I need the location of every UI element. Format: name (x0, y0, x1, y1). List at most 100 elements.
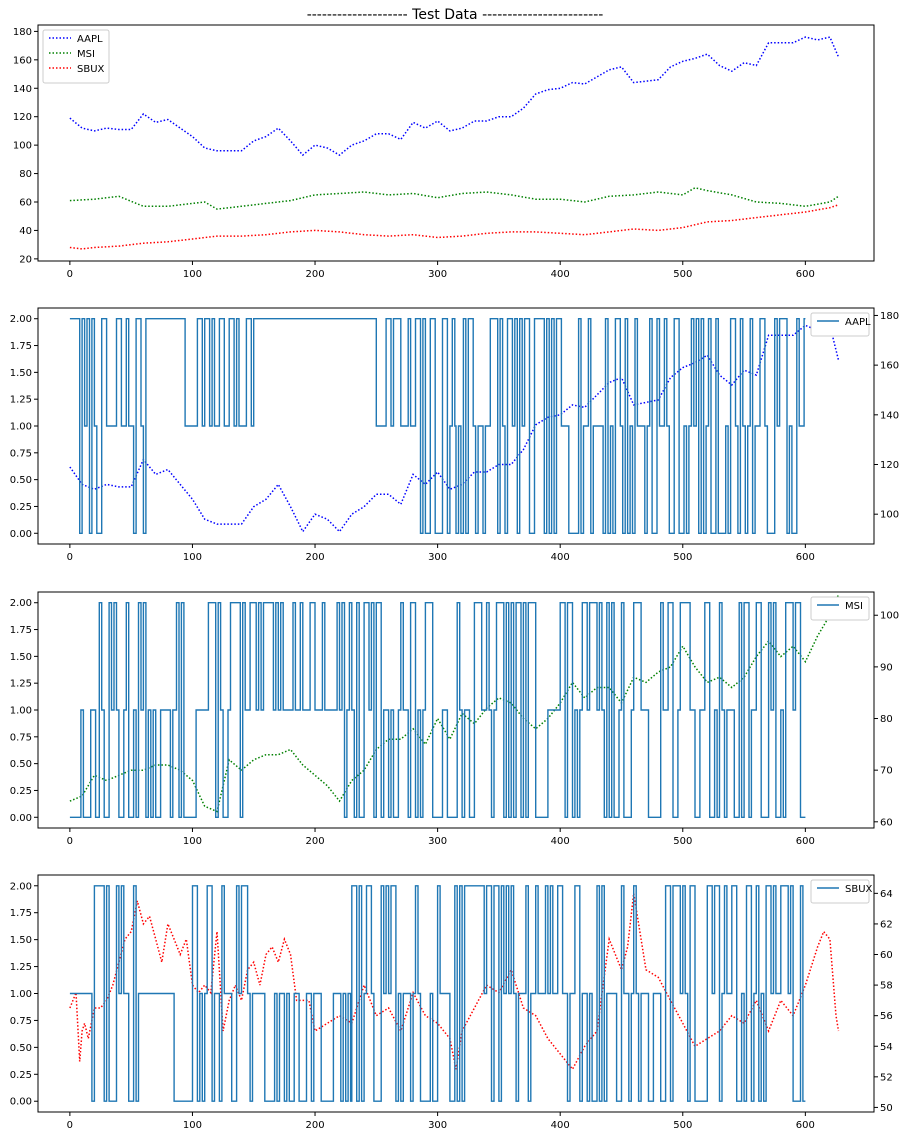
series-line-step-3-2 (69, 602, 806, 818)
y2-tick-label: 80 (880, 714, 893, 725)
y-tick-label: 0.25 (10, 786, 32, 797)
x-tick-label: 200 (305, 836, 324, 847)
y-tick-label: 2.00 (10, 598, 32, 609)
y-tick-label: 120 (13, 112, 32, 123)
y-tick-label: 2.00 (10, 881, 32, 892)
x-tick-label: 500 (673, 269, 692, 280)
series-line-MSI-1-1 (69, 187, 839, 210)
y2-tick-label: 90 (880, 662, 893, 673)
y-tick-label: 0.00 (10, 1097, 32, 1108)
x-tick-label: 300 (428, 552, 447, 563)
x-tick-label: 600 (796, 269, 815, 280)
legend-label-MSI: MSI (77, 49, 95, 60)
y-tick-label: 0.75 (10, 732, 32, 743)
y-tick-label: 1.75 (10, 625, 32, 636)
chart-panel-2: 0 100 200 300 400 500 600 0.00 0.25 0.50 0.75 1.00 1… (10, 307, 899, 563)
y-tick-label: 0.50 (10, 475, 32, 486)
y-tick-label: 1.75 (10, 341, 32, 352)
legend-box (42, 29, 110, 84)
legend-label-MSI: MSI (845, 601, 863, 612)
x-tick-label: 600 (796, 1120, 815, 1131)
y-tick-label: 1.00 (10, 989, 32, 1000)
y2-tick-label: 120 (880, 460, 899, 471)
y2-tick-label: 56 (880, 1011, 893, 1022)
y-tick-label: 0.50 (10, 759, 32, 770)
y-tick-label: 1.50 (10, 935, 32, 946)
y2-tick-label: 60 (880, 950, 893, 961)
y2-tick-label: 140 (880, 410, 899, 421)
y2-tick-label: 52 (880, 1072, 893, 1083)
y-tick-label: 1.25 (10, 962, 32, 973)
x-tick-label: 600 (796, 836, 815, 847)
y2-tick-label: 64 (880, 889, 893, 900)
legend-label-SBUX: SBUX (845, 884, 873, 895)
y2-tick-label: 160 (880, 361, 899, 372)
y-tick-label: 2.00 (10, 314, 32, 325)
y-tick-label: 100 (13, 141, 32, 152)
legend-label-AAPL: AAPL (845, 317, 871, 328)
x-tick-label: 300 (428, 836, 447, 847)
x-tick-label: 500 (673, 836, 692, 847)
y-tick-label: 0.00 (10, 529, 32, 540)
y-tick-label: 80 (19, 169, 32, 180)
x-tick-label: 200 (305, 552, 324, 563)
y2-tick-label: 60 (880, 817, 893, 828)
y-tick-label: 1.00 (10, 422, 32, 433)
y2-tick-label: 180 (880, 311, 899, 322)
x-tick-label: 100 (183, 552, 202, 563)
chart-panel-4: 0 100 200 300 400 500 600 0.00 0.25 0.50 0.75 1.00 1… (10, 874, 893, 1131)
series-line-AAPL-1-0 (69, 36, 840, 157)
series-line-dotted-2-1 (69, 324, 840, 534)
x-tick-label: 500 (673, 1120, 692, 1131)
x-tick-label: 400 (551, 269, 570, 280)
y-tick-label: 0.25 (10, 502, 32, 513)
legend-box (810, 312, 870, 337)
legend-label-AAPL: AAPL (77, 34, 103, 45)
y-tick-label: 0.50 (10, 1043, 32, 1054)
y2-tick-label: 50 (880, 1103, 893, 1114)
y-tick-label: 20 (19, 254, 32, 265)
y2-tick-label: 54 (880, 1042, 893, 1053)
y-tick-label: 140 (13, 84, 32, 95)
axes-frame (37, 24, 875, 262)
series-line-SBUX-1-2 (69, 204, 839, 250)
x-tick-label: 600 (796, 552, 815, 563)
chart-panel-1: 0 100 200 300 400 500 600 20 40 60 80 100 120 140 160 1… (13, 24, 875, 280)
legend-box (810, 879, 870, 904)
x-tick-label: 100 (183, 1120, 202, 1131)
x-tick-label: 300 (428, 1120, 447, 1131)
y2-tick-label: 70 (880, 766, 893, 777)
y-tick-label: 0.25 (10, 1070, 32, 1081)
legend-box (810, 596, 870, 621)
series-line-step-2-2 (69, 318, 806, 534)
x-tick-label: 400 (551, 552, 570, 563)
x-tick-label: 0 (67, 552, 73, 563)
x-tick-label: 500 (673, 552, 692, 563)
y-tick-label: 40 (19, 226, 32, 237)
y-tick-label: 1.25 (10, 679, 32, 690)
y-tick-label: 1.50 (10, 652, 32, 663)
x-tick-label: 200 (305, 1120, 324, 1131)
y-tick-label: 0.75 (10, 1016, 32, 1027)
y-tick-label: 1.75 (10, 908, 32, 919)
y-tick-label: 60 (19, 198, 32, 209)
y-tick-label: 1.00 (10, 706, 32, 717)
series-line-step-4-2 (69, 885, 806, 1102)
series-line-dotted-3-1 (69, 594, 840, 813)
x-tick-label: 400 (551, 1120, 570, 1131)
x-tick-label: 400 (551, 836, 570, 847)
x-tick-label: 300 (428, 269, 447, 280)
y-tick-label: 160 (13, 55, 32, 66)
x-tick-label: 100 (183, 269, 202, 280)
y-tick-label: 0.00 (10, 813, 32, 824)
x-tick-label: 0 (67, 1120, 73, 1131)
y2-tick-label: 58 (880, 981, 893, 992)
y-tick-label: 180 (13, 27, 32, 38)
x-tick-label: 0 (67, 269, 73, 280)
x-tick-label: 200 (305, 269, 324, 280)
y2-tick-label: 62 (880, 919, 893, 930)
y-tick-label: 0.75 (10, 448, 32, 459)
y-tick-label: 1.50 (10, 368, 32, 379)
chart-panel-3: 0 100 200 300 400 500 600 0.00 0.25 0.50 0.75 1.00 1… (10, 591, 899, 847)
